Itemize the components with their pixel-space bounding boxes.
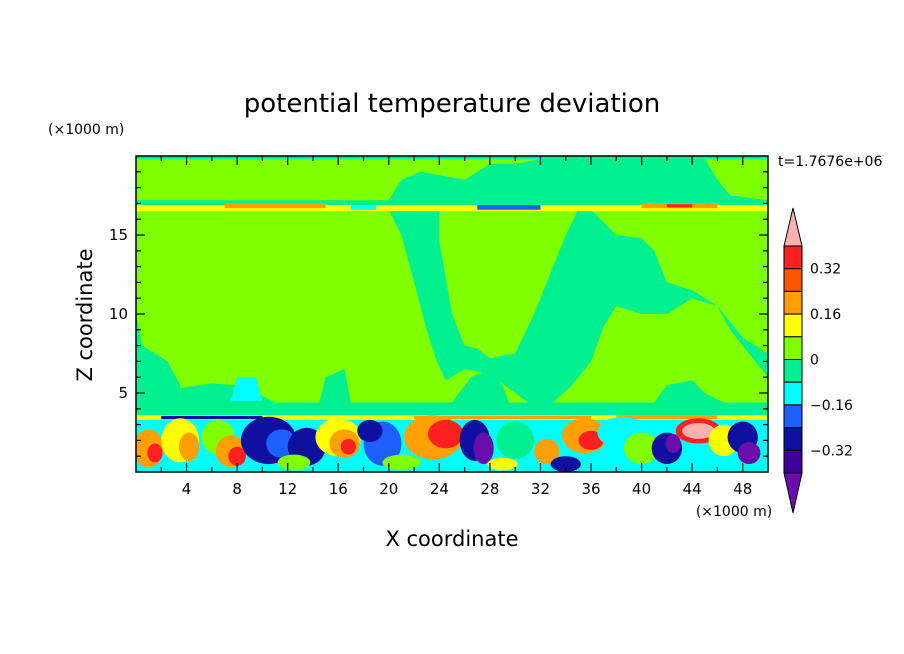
- contour-cell: [357, 419, 383, 442]
- y-axis-label: Z coordinate: [73, 248, 97, 381]
- contour-region: [350, 204, 377, 210]
- contour-cell: [496, 421, 535, 460]
- chart-title: potential temperature deviation: [244, 89, 660, 119]
- colorbar-label: −0.16: [810, 398, 853, 414]
- colorbar-swatch: [783, 245, 803, 270]
- lime-region-left: [136, 209, 768, 403]
- colorbar-extend-max: [783, 207, 803, 247]
- contour-cell: [487, 457, 518, 471]
- contour-cell: [534, 438, 560, 465]
- contour-cell: [623, 432, 660, 465]
- contour-cell: [277, 454, 311, 471]
- colorbar-swatch: [783, 359, 803, 383]
- x-unit-label: (×1000 m): [696, 504, 772, 520]
- x-tick-label: 12: [278, 480, 297, 498]
- contour-region: [616, 415, 718, 420]
- colorbar-label: 0.16: [810, 307, 841, 323]
- plot-field: [136, 156, 768, 472]
- contour-cell: [178, 432, 200, 461]
- contour-cell: [340, 438, 356, 455]
- contour-region: [452, 369, 509, 403]
- contour-region: [230, 377, 263, 401]
- colorbar-swatch: [783, 336, 803, 360]
- y-tick-label: 15: [109, 226, 128, 244]
- y-axis-ticks: 5 10 15: [109, 171, 768, 457]
- colorbar-label: −0.32: [810, 443, 853, 459]
- colorbar-swatch: [783, 427, 803, 451]
- y-unit-label: (×1000 m): [48, 122, 124, 138]
- contour-cell: [682, 423, 715, 439]
- colorbar: 0.32 0.16 0 −0.16 −0.32: [783, 207, 853, 514]
- x-tick-label: 8: [232, 480, 242, 498]
- x-tick-label: 36: [581, 480, 600, 498]
- contour-cell: [147, 443, 163, 463]
- colorbar-swatch: [783, 404, 803, 429]
- colorbar-swatch: [783, 381, 803, 406]
- colorbar-label: 0: [810, 353, 819, 369]
- x-tick-label: 24: [430, 480, 449, 498]
- contour-region: [161, 415, 263, 420]
- contour-cell: [665, 434, 681, 454]
- colorbar-swatch: [783, 268, 803, 292]
- contour-region: [654, 380, 724, 403]
- contour-region: [224, 203, 326, 209]
- x-axis-label: X coordinate: [385, 527, 518, 551]
- lime-region-top: [136, 159, 541, 201]
- x-tick-label: 48: [733, 480, 752, 498]
- contour-cell: [228, 446, 246, 466]
- contour-region: [477, 204, 541, 210]
- y-tick-label: 5: [118, 384, 128, 402]
- x-tick-label: 28: [480, 480, 499, 498]
- y-tick-label: 10: [109, 305, 128, 323]
- x-tick-label: 16: [329, 480, 348, 498]
- colorbar-label: 0.32: [810, 262, 841, 278]
- colorbar-swatch: [783, 313, 803, 338]
- colorbar-swatch: [783, 449, 803, 474]
- x-tick-label: 40: [632, 480, 651, 498]
- contour-cell: [550, 456, 581, 472]
- contour-cell: [473, 432, 494, 465]
- contour-region: [414, 415, 592, 420]
- contour-cell: [578, 430, 604, 450]
- lime-region-right: [591, 209, 768, 354]
- contour-cell: [737, 441, 761, 465]
- x-tick-label: 32: [531, 480, 550, 498]
- x-tick-label: 20: [379, 480, 398, 498]
- lime-region-center: [439, 209, 579, 359]
- contour-region: [666, 204, 693, 208]
- x-tick-label: 4: [182, 480, 192, 498]
- x-axis-ticks: 4 8 12 16 20 24 28 32 36 40 44 48: [160, 156, 752, 498]
- contour-cell: [382, 454, 421, 471]
- colorbar-swatch: [783, 290, 803, 315]
- contour-region: [319, 369, 351, 403]
- time-label: t=1.7676e+06: [778, 154, 882, 170]
- lime-region-topright: [704, 159, 768, 201]
- colorbar-extend-min: [783, 472, 803, 514]
- contour-cell: [427, 419, 464, 449]
- x-tick-label: 44: [683, 480, 702, 498]
